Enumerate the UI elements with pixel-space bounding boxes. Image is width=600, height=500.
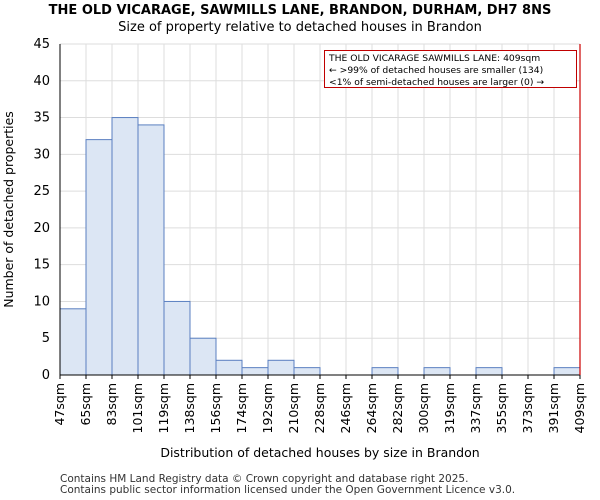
histogram-bar [189, 337, 217, 376]
x-tick-label: 228sqm [312, 383, 327, 433]
histogram-bar [475, 367, 503, 376]
y-axis-label: Number of detached properties [1, 111, 16, 308]
histogram-bar [163, 300, 191, 376]
y-tick-label: 45 [33, 37, 50, 52]
histogram-bar [241, 367, 269, 376]
axes [59, 44, 581, 379]
annotation-line-2: ← >99% of detached houses are smaller (1… [329, 65, 544, 76]
annotation-line-1: THE OLD VICARAGE SAWMILLS LANE: 409sqm [329, 53, 541, 64]
y-tick-labels: 0 5 10 15 20 25 30 35 40 45 [33, 37, 50, 383]
x-tick-label: 192sqm [260, 383, 275, 433]
y-tick-label: 35 [33, 111, 50, 126]
x-tick-label: 282sqm [390, 383, 405, 433]
x-tick-label: 264sqm [364, 383, 379, 433]
x-tick-label: 355sqm [494, 383, 509, 433]
x-tick-label: 119sqm [156, 383, 171, 433]
histogram-bar [293, 367, 321, 376]
y-tick-label: 15 [33, 258, 50, 273]
histogram-bar [59, 308, 87, 376]
x-tick-label: 373sqm [520, 383, 535, 433]
histogram-bar [371, 367, 399, 376]
y-tick-label: 25 [33, 184, 50, 199]
x-tick-label: 246sqm [338, 383, 353, 433]
x-tick-label: 337sqm [468, 383, 483, 433]
y-tick-label: 30 [33, 147, 50, 162]
y-tick-label: 40 [33, 74, 50, 89]
y-tick-label: 5 [42, 331, 50, 346]
histogram-bar [553, 367, 581, 376]
x-tick-label: 409sqm [572, 383, 587, 433]
footer-licence: Contains public sector information licen… [60, 484, 516, 496]
annotation-line-3: <1% of semi-detached houses are larger (… [329, 77, 545, 88]
x-tick-label: 391sqm [546, 383, 561, 433]
y-tick-label: 20 [33, 221, 50, 236]
chart-subtitle: Size of property relative to detached ho… [118, 20, 482, 35]
x-tick-label: 156sqm [208, 383, 223, 433]
histogram-bar [111, 117, 139, 376]
chart-title: THE OLD VICARAGE, SAWMILLS LANE, BRANDON… [48, 3, 552, 18]
property-annotation-box: THE OLD VICARAGE SAWMILLS LANE: 409sqm ←… [324, 50, 577, 88]
x-tick-label: 83sqm [104, 383, 119, 426]
x-tick-label: 300sqm [416, 383, 431, 433]
x-tick-label: 319sqm [442, 383, 457, 433]
x-axis-label: Distribution of detached houses by size … [160, 445, 479, 460]
y-tick-label: 10 [33, 294, 50, 309]
histogram-bar [137, 124, 165, 376]
x-tick-label: 101sqm [130, 383, 145, 433]
histogram-bar [85, 139, 113, 376]
x-tick-labels: 47sqm 65sqm 83sqm 101sqm 119sqm 138sqm 156sqm 1… [52, 383, 587, 433]
bars [59, 117, 581, 376]
x-tick-label: 138sqm [182, 383, 197, 433]
histogram-bar [423, 367, 451, 376]
x-tick-label: 174sqm [234, 383, 249, 433]
y-tick-label: 0 [42, 368, 50, 383]
histogram-bar [215, 359, 243, 376]
footer-copyright: Contains HM Land Registry data © Crown c… [60, 473, 469, 485]
histogram-bar [267, 359, 295, 376]
x-tick-label: 210sqm [286, 383, 301, 433]
x-tick-label: 65sqm [78, 383, 93, 426]
x-tick-label: 47sqm [52, 383, 67, 426]
